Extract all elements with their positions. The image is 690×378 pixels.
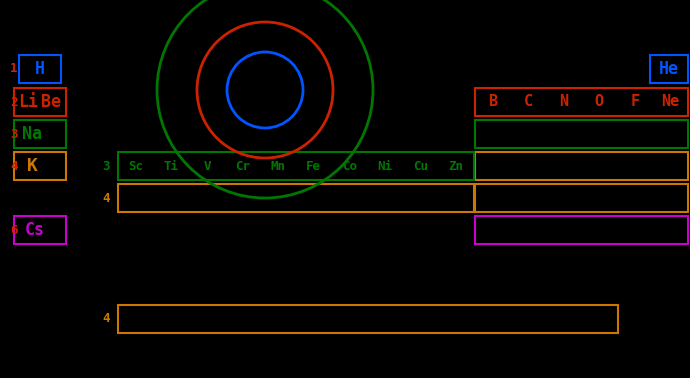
Text: Na: Na (22, 125, 42, 143)
Bar (475, 120, 688, 148)
Bar (14, 216, 66, 244)
Text: F: F (630, 94, 640, 110)
Text: Sc: Sc (128, 160, 144, 172)
Text: Cr: Cr (235, 160, 250, 172)
Text: Ni: Ni (377, 160, 393, 172)
Text: 3: 3 (10, 127, 17, 141)
Text: 6: 6 (10, 223, 17, 237)
Text: K: K (27, 157, 38, 175)
Text: N: N (559, 94, 569, 110)
Text: B: B (489, 94, 497, 110)
Text: H: H (35, 60, 45, 78)
Text: Be: Be (41, 93, 61, 111)
Text: V: V (204, 160, 210, 172)
Text: 1: 1 (10, 62, 17, 76)
Bar (14, 152, 66, 180)
Bar (118, 152, 474, 180)
Text: Mn: Mn (270, 160, 286, 172)
Bar (475, 216, 688, 244)
Text: Zn: Zn (448, 160, 464, 172)
Bar (475, 184, 688, 212)
Text: C: C (524, 94, 533, 110)
Text: 3: 3 (103, 160, 110, 172)
Text: Ti: Ti (164, 160, 179, 172)
Text: 4: 4 (10, 160, 17, 172)
Text: 2: 2 (10, 96, 17, 108)
Text: O: O (595, 94, 604, 110)
Bar (19, 55, 61, 83)
Bar (475, 88, 688, 116)
Text: Li: Li (19, 93, 39, 111)
Text: Ne: Ne (661, 94, 680, 110)
Bar (14, 88, 66, 116)
Text: 4: 4 (103, 313, 110, 325)
Text: He: He (659, 60, 679, 78)
Text: Cu: Cu (413, 160, 428, 172)
Text: Cs: Cs (25, 221, 45, 239)
Text: Co: Co (342, 160, 357, 172)
Bar (650, 55, 688, 83)
Bar (118, 184, 474, 212)
Bar (475, 152, 688, 180)
Text: Fe: Fe (306, 160, 322, 172)
Bar (14, 120, 66, 148)
Text: 4: 4 (103, 192, 110, 204)
Bar (118, 305, 618, 333)
